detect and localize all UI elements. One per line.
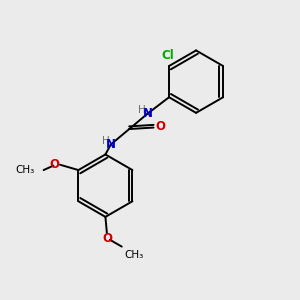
Text: H: H	[138, 105, 146, 115]
Text: H: H	[102, 136, 109, 146]
Text: N: N	[142, 107, 153, 120]
Text: Cl: Cl	[161, 50, 174, 62]
Text: CH₃: CH₃	[15, 165, 35, 175]
Text: O: O	[102, 232, 112, 245]
Text: O: O	[155, 121, 165, 134]
Text: CH₃: CH₃	[125, 250, 144, 260]
Text: N: N	[106, 138, 116, 151]
Text: O: O	[50, 158, 60, 171]
